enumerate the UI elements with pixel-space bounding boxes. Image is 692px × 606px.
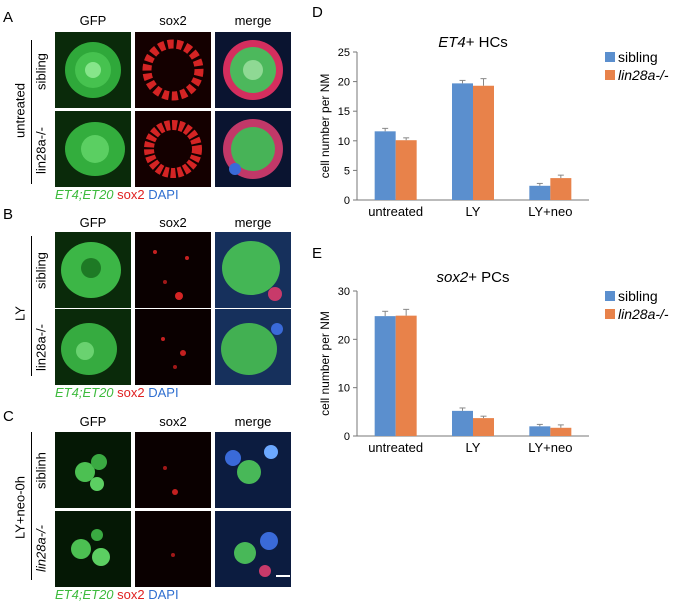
y-tick-label: 0 bbox=[344, 431, 350, 443]
row-label-sibling: sibling bbox=[33, 53, 49, 90]
legend-swatch bbox=[605, 291, 615, 301]
bar bbox=[550, 178, 572, 200]
col-header-gfp: GFP bbox=[79, 13, 107, 28]
stain-legend: ET4;ET20 sox2 DAPI bbox=[55, 587, 179, 602]
legend-label: lin28a-/- bbox=[618, 306, 669, 322]
col-header-gfp: GFP bbox=[79, 414, 107, 429]
bar bbox=[529, 185, 551, 200]
micrograph-gfp bbox=[55, 309, 131, 385]
micrograph-sox2 bbox=[135, 232, 211, 308]
micrograph-sox2 bbox=[135, 432, 211, 508]
micrograph-merge bbox=[215, 511, 291, 587]
stain-legend: ET4;ET20 sox2 DAPI bbox=[55, 385, 179, 400]
row-label-sibling: sibling bbox=[33, 252, 49, 289]
col-header-merge: merge bbox=[234, 13, 272, 28]
bar bbox=[374, 316, 396, 436]
y-tick-label: 30 bbox=[338, 286, 350, 298]
micrograph-gfp bbox=[55, 111, 131, 187]
legend-label: sibling bbox=[618, 288, 658, 304]
group-bracket bbox=[31, 40, 32, 184]
chart-title: sox2+ PCs bbox=[437, 269, 510, 286]
x-tick-label: untreated bbox=[368, 440, 423, 455]
micrograph-merge bbox=[215, 432, 291, 508]
micrograph-sox2 bbox=[135, 511, 211, 587]
scale-bar bbox=[276, 575, 290, 577]
x-tick-label: untreated bbox=[368, 204, 423, 219]
col-header-sox2: sox2 bbox=[159, 215, 187, 230]
y-axis-label: cell number per NM bbox=[318, 74, 332, 179]
micrograph-sox2 bbox=[135, 111, 211, 187]
panel-letter-d: D bbox=[312, 4, 323, 21]
chart-title: ET4+ HCs bbox=[438, 34, 508, 51]
bar bbox=[452, 83, 473, 200]
micrograph-merge bbox=[215, 232, 291, 308]
col-header-sox2: sox2 bbox=[159, 414, 187, 429]
legend-swatch bbox=[605, 309, 615, 319]
bar bbox=[473, 418, 494, 436]
y-tick-label: 20 bbox=[338, 77, 350, 89]
legend-label: sibling bbox=[618, 49, 658, 65]
y-tick-label: 20 bbox=[338, 334, 350, 346]
x-tick-label: LY bbox=[466, 204, 481, 219]
x-tick-label: LY bbox=[466, 440, 481, 455]
legend-swatch bbox=[605, 52, 615, 62]
row-label-siblinh: siblinh bbox=[33, 452, 49, 489]
bar bbox=[529, 426, 551, 436]
col-header-sox2: sox2 bbox=[159, 13, 187, 28]
col-header-merge: merge bbox=[234, 414, 272, 429]
chart-d: ET4+ HCs cell number per NM 0 5 10 15 20 25 untr… bbox=[312, 25, 692, 225]
col-header-merge: merge bbox=[234, 215, 272, 230]
stain-legend: ET4;ET20 sox2 DAPI bbox=[55, 187, 179, 202]
bar bbox=[395, 315, 417, 436]
micrograph-gfp bbox=[55, 432, 131, 508]
group-bracket bbox=[31, 236, 32, 376]
legend-label: lin28a-/- bbox=[618, 67, 669, 83]
x-tick-label: LY+neo bbox=[528, 440, 572, 455]
panel-letter-b: B bbox=[3, 206, 14, 223]
bar bbox=[550, 427, 572, 436]
bar bbox=[473, 85, 494, 200]
chart-e: sox2+ PCs cell number per NM 0 10 20 30 untrea… bbox=[312, 262, 692, 462]
y-tick-label: 5 bbox=[344, 165, 350, 177]
micrograph-gfp bbox=[55, 511, 131, 587]
x-tick-label: LY+neo bbox=[528, 204, 572, 219]
micrograph-gfp bbox=[55, 232, 131, 308]
group-bracket bbox=[31, 432, 32, 580]
micrograph-sox2 bbox=[135, 32, 211, 108]
bar bbox=[452, 410, 473, 436]
row-label-lin28a: lin28a-/- bbox=[33, 525, 49, 572]
panel-letter-c: C bbox=[3, 408, 14, 425]
micrograph-gfp bbox=[55, 32, 131, 108]
row-label-lin28a: lin28a-/- bbox=[33, 324, 49, 371]
panel-letter-e: E bbox=[312, 245, 323, 262]
col-header-gfp: GFP bbox=[79, 215, 107, 230]
bar bbox=[374, 131, 396, 200]
group-label-ly: LY bbox=[12, 306, 28, 321]
micrograph-merge bbox=[215, 309, 291, 385]
y-tick-label: 25 bbox=[338, 47, 350, 59]
group-label-ly-neo: LY+neo-0h bbox=[12, 476, 28, 540]
y-tick-label: 10 bbox=[338, 136, 350, 148]
micrograph-merge bbox=[215, 32, 291, 108]
y-axis-label: cell number per NM bbox=[318, 311, 332, 416]
panel-letter-a: A bbox=[3, 9, 14, 26]
micrograph-sox2 bbox=[135, 309, 211, 385]
y-tick-label: 0 bbox=[344, 195, 350, 207]
y-tick-label: 10 bbox=[338, 383, 350, 395]
group-label-untreated: untreated bbox=[12, 83, 28, 138]
micrograph-merge bbox=[215, 111, 291, 187]
row-label-lin28a: lin28a-/- bbox=[33, 127, 49, 174]
bar bbox=[395, 140, 417, 200]
legend-swatch bbox=[605, 70, 615, 80]
y-tick-label: 15 bbox=[338, 106, 350, 118]
